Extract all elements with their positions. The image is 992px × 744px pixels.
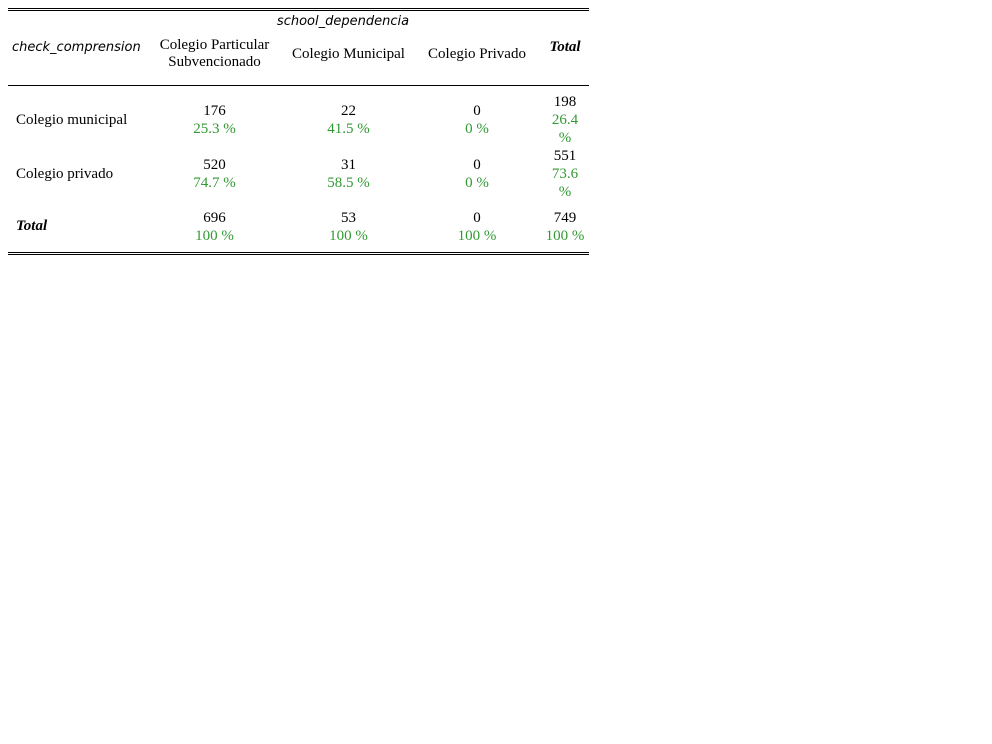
cell-percent: 100 % xyxy=(195,227,234,244)
table-cell: 53 100 % xyxy=(284,201,413,252)
column-header-total: Total xyxy=(541,31,589,86)
cell-count: 53 xyxy=(341,209,356,226)
row-label-total: Total xyxy=(16,218,48,234)
crosstab-container: school_dependencia check_comprension Col… xyxy=(8,8,589,255)
column-header-line: Subvencionado xyxy=(168,54,261,70)
cell-count: 0 xyxy=(473,103,481,119)
cell-count: 198 xyxy=(553,94,577,110)
cell-percent: 41.5 % xyxy=(327,121,370,137)
cell-percent: 100 % xyxy=(457,227,497,244)
table-cell: 22 41.5 % xyxy=(284,93,413,147)
cell-count: 22 xyxy=(341,103,356,119)
table-cell-total: 749 100 % xyxy=(541,201,589,252)
cell-count: 176 xyxy=(203,103,226,119)
table-cell: 31 58.5 % xyxy=(284,147,413,201)
column-header-particular-subvencionado: Colegio Particular Subvencionado xyxy=(145,31,284,86)
table-cell: 520 74.7 % xyxy=(145,147,284,201)
table-cell-total: 551 73.6 % xyxy=(541,147,589,201)
cell-count: 551 xyxy=(553,148,577,164)
cell-percent: 100 % xyxy=(329,227,368,244)
column-header-line: Colegio Particular xyxy=(159,37,270,53)
row-label: Colegio municipal xyxy=(16,111,128,128)
table-row-total: Total 696 100 % 53 100 % 0 100 % 749 100 % xyxy=(8,201,589,252)
cell-percent: 73.6 % xyxy=(551,166,579,200)
cell-percent: 25.3 % xyxy=(193,121,236,137)
cell-count: 749 xyxy=(553,209,577,226)
cell-percent: 0 % xyxy=(465,175,489,191)
table-cell: 696 100 % xyxy=(145,201,284,252)
cell-count: 0 xyxy=(473,209,481,226)
cell-percent: 100 % xyxy=(545,227,585,244)
header-corner xyxy=(8,11,145,31)
cell-percent: 58.5 % xyxy=(327,175,370,191)
header-corner-right xyxy=(541,11,589,31)
column-header-privado: Colegio Privado xyxy=(413,31,541,86)
cell-percent: 0 % xyxy=(465,121,489,137)
cell-percent: 74.7 % xyxy=(193,175,236,191)
cell-count: 0 xyxy=(473,157,481,173)
column-header-municipal: Colegio Municipal xyxy=(284,31,413,86)
table-cell-total: 198 26.4 % xyxy=(541,93,589,147)
cell-percent: 26.4 % xyxy=(551,112,579,146)
row-variable-name: check_comprension xyxy=(8,31,145,86)
table-cell: 176 25.3 % xyxy=(145,93,284,147)
cell-count: 31 xyxy=(341,157,356,173)
column-variable-name: school_dependencia xyxy=(276,14,410,29)
crosstab-table: school_dependencia check_comprension Col… xyxy=(8,8,589,255)
table-cell: 0 100 % xyxy=(413,201,541,252)
cell-count: 520 xyxy=(203,157,226,173)
cell-count: 696 xyxy=(203,209,226,226)
row-label: Colegio privado xyxy=(16,165,114,182)
